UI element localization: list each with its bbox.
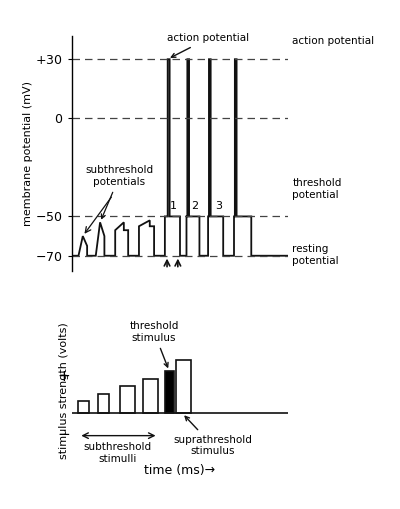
Text: action potential: action potential [292, 36, 374, 46]
Text: subthreshold
potentials: subthreshold potentials [86, 165, 154, 218]
Bar [165, 371, 174, 413]
Text: suprathreshold
stimulus: suprathreshold stimulus [173, 416, 252, 456]
Text: $-$: $-$ [57, 426, 70, 440]
Text: 1: 1 [170, 201, 177, 211]
Y-axis label: stimulus strength (volts): stimulus strength (volts) [59, 322, 69, 459]
Bar [120, 386, 135, 413]
Bar [78, 401, 89, 413]
Text: action potential: action potential [167, 34, 249, 57]
Text: 3: 3 [215, 201, 222, 211]
Text: 2: 2 [192, 201, 199, 211]
Bar [98, 393, 109, 413]
Text: threshold
stimulus: threshold stimulus [129, 321, 179, 367]
Text: subthreshold
stimulli: subthreshold stimulli [83, 442, 152, 464]
X-axis label: time (ms)→: time (ms)→ [144, 464, 216, 476]
Bar [143, 380, 158, 413]
Text: threshold
potential: threshold potential [292, 178, 342, 200]
Y-axis label: membrane potential (mV): membrane potential (mV) [23, 81, 33, 226]
Text: resting
potential: resting potential [292, 244, 339, 266]
Text: +: + [57, 369, 70, 384]
Bar [176, 360, 191, 413]
